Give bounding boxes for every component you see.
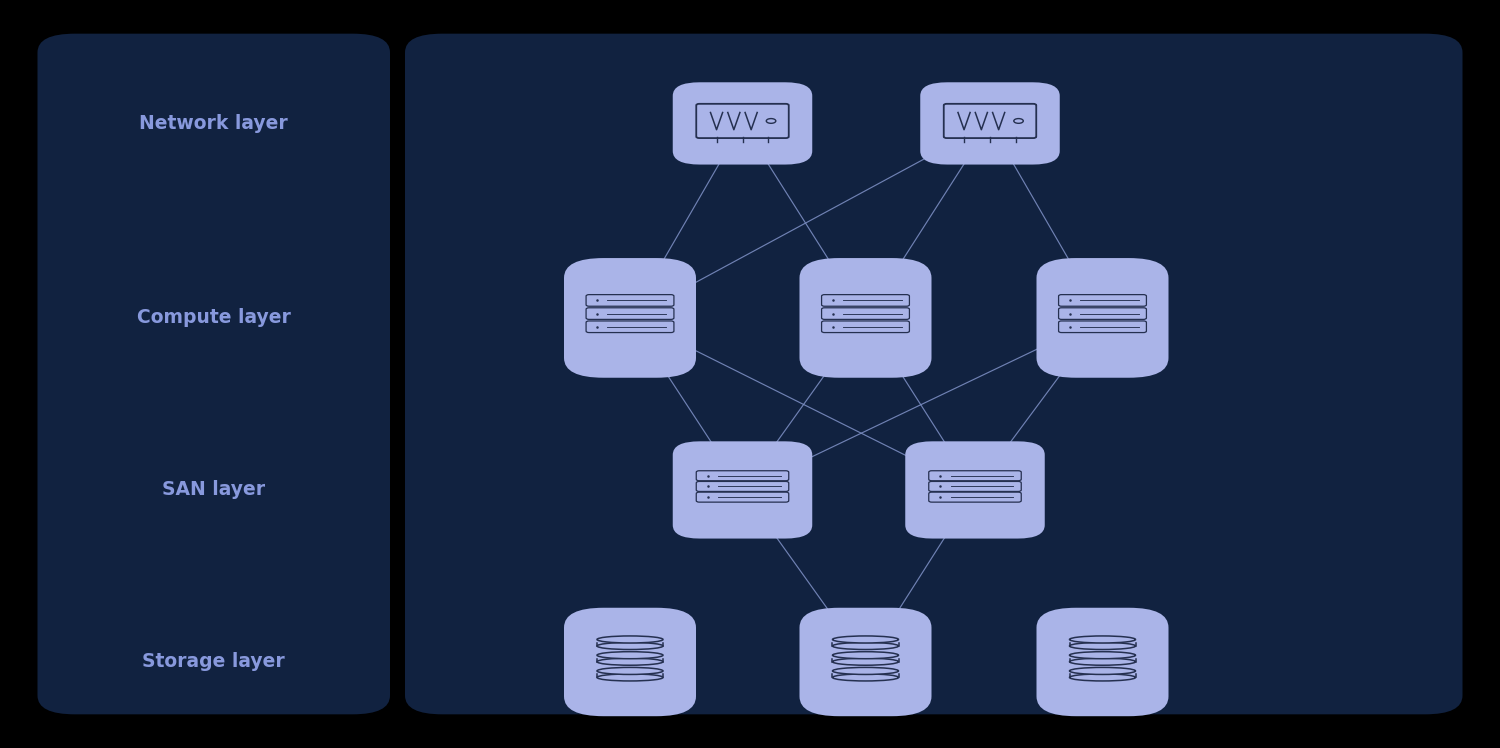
- FancyBboxPatch shape: [921, 82, 1059, 165]
- Ellipse shape: [833, 643, 898, 649]
- FancyBboxPatch shape: [672, 441, 813, 539]
- Text: SAN layer: SAN layer: [162, 480, 266, 500]
- Ellipse shape: [1070, 667, 1136, 675]
- FancyBboxPatch shape: [564, 258, 696, 378]
- FancyBboxPatch shape: [672, 82, 813, 165]
- FancyBboxPatch shape: [800, 607, 932, 717]
- Ellipse shape: [1070, 652, 1136, 659]
- Ellipse shape: [1070, 674, 1136, 681]
- Ellipse shape: [833, 674, 898, 681]
- Ellipse shape: [833, 658, 898, 665]
- Ellipse shape: [1070, 643, 1136, 649]
- Ellipse shape: [597, 658, 663, 665]
- Ellipse shape: [833, 636, 898, 643]
- Ellipse shape: [833, 667, 898, 675]
- Ellipse shape: [597, 674, 663, 681]
- Ellipse shape: [1070, 658, 1136, 665]
- Ellipse shape: [597, 643, 663, 649]
- FancyBboxPatch shape: [1036, 258, 1168, 378]
- FancyBboxPatch shape: [904, 441, 1044, 539]
- FancyBboxPatch shape: [564, 607, 696, 717]
- Text: Storage layer: Storage layer: [142, 652, 285, 672]
- Ellipse shape: [597, 636, 663, 643]
- FancyBboxPatch shape: [38, 34, 390, 714]
- Ellipse shape: [597, 667, 663, 675]
- Ellipse shape: [833, 652, 898, 659]
- FancyBboxPatch shape: [405, 34, 1462, 714]
- Ellipse shape: [1070, 636, 1136, 643]
- FancyBboxPatch shape: [1036, 607, 1168, 717]
- Ellipse shape: [597, 652, 663, 659]
- Text: Compute layer: Compute layer: [136, 308, 291, 328]
- FancyBboxPatch shape: [800, 258, 932, 378]
- Text: Network layer: Network layer: [140, 114, 288, 133]
